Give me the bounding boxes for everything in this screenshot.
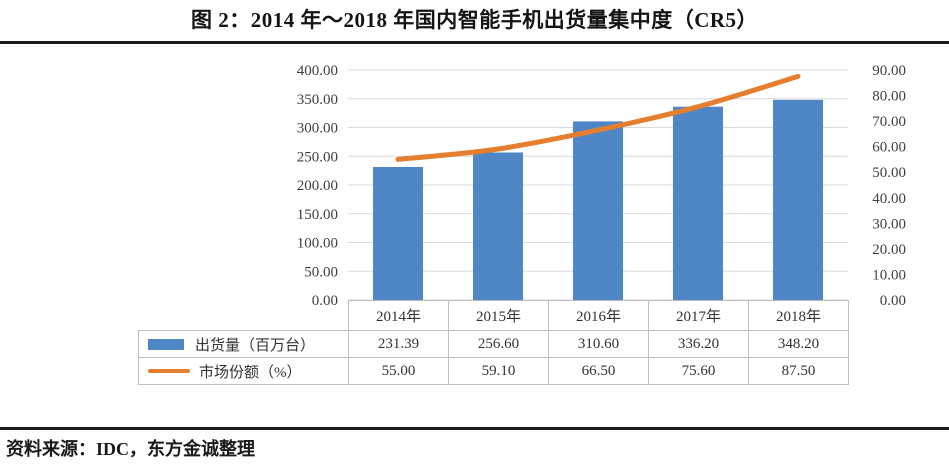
right-axis-tick-label: 70.00: [872, 114, 906, 130]
data-table-body: 2014年 2015年 2016年 2017年 2018年 出货量（百万台） 231.39 2…: [138, 300, 849, 385]
table-row: 出货量（百万台） 231.39 256.60 310.60 336.20 348.20: [138, 330, 849, 358]
year-header-cell: 2017年: [648, 300, 749, 331]
legend-label: 出货量（百万台）: [195, 337, 316, 354]
left-axis-tick-label: 250.00: [297, 149, 338, 165]
source-note: 资料来源：IDC，东方金诚整理: [6, 439, 256, 459]
market-share-line: [395, 73, 801, 162]
value-cell: 256.60: [448, 330, 549, 358]
chart-plot-area: 400.00 350.00 300.00 250.00 200.00 150.00 100.…: [297, 63, 906, 309]
legend-cell: 市场份额（%）: [138, 357, 349, 385]
legend-cell: 出货量（百万台）: [138, 330, 349, 358]
bar-2018年: [773, 99, 823, 300]
value-cell: 310.60: [548, 330, 649, 358]
value-cell: 59.10: [448, 357, 549, 385]
year-header-cell: 2015年: [448, 300, 549, 331]
legend-label: 市场份额（%）: [199, 364, 302, 381]
value-cell: 66.50: [548, 357, 649, 385]
left-axis-tick-label: 300.00: [297, 121, 338, 137]
bar-2014年: [373, 167, 423, 300]
left-axis-tick-label: 50.00: [304, 264, 338, 280]
data-table: 2014年 2015年 2016年 2017年 2018年 出货量（百万台） 231.39 2…: [138, 300, 849, 385]
year-header-cell: 2014年: [348, 300, 449, 331]
value-cell: 75.60: [648, 357, 749, 385]
left-axis-tick-label: 100.00: [297, 236, 338, 252]
table-row: 市场份额（%） 55.00 59.10 66.50 75.60 87.50: [138, 357, 849, 385]
right-axis-tick-label: 40.00: [872, 191, 906, 207]
right-axis-tick-label: 20.00: [872, 242, 906, 258]
chart-title: 图 2：2014 年～2018 年国内智能手机出货量集中度（CR5）: [190, 8, 759, 32]
value-cell: 231.39: [348, 330, 449, 358]
value-cell: 55.00: [348, 357, 449, 385]
source-divider-rule: [0, 427, 949, 430]
left-axis-tick-label: 350.00: [297, 92, 338, 108]
year-header-cell: 2016年: [548, 300, 649, 331]
value-cell: 348.20: [748, 330, 849, 358]
line-legend-swatch-icon: [148, 369, 190, 373]
right-axis-tick-label: 90.00: [872, 63, 906, 79]
bar-2017年: [673, 106, 723, 300]
right-axis-tick-label: 0.00: [880, 293, 906, 309]
value-cell: 336.20: [648, 330, 749, 358]
table-corner-cell: [139, 301, 349, 331]
left-axis-tick-label: 150.00: [297, 207, 338, 223]
year-header-cell: 2018年: [748, 300, 849, 331]
value-cell: 87.50: [748, 357, 849, 385]
right-axis-tick-label: 10.00: [872, 267, 906, 283]
bar-2015年: [473, 152, 523, 300]
right-axis-tick-label: 60.00: [872, 140, 906, 156]
bar-legend-swatch-icon: [148, 338, 184, 350]
left-axis-tick-label: 0.00: [312, 293, 338, 309]
left-axis-tick-label: 200.00: [297, 178, 338, 194]
year-header-row: 2014年 2015年 2016年 2017年 2018年: [139, 300, 849, 331]
left-axis-tick-label: 400.00: [297, 63, 338, 79]
right-axis-tick-label: 80.00: [872, 89, 906, 105]
right-axis-tick-label: 50.00: [872, 165, 906, 181]
right-axis-tick-label: 30.00: [872, 216, 906, 232]
bar-2016年: [573, 121, 623, 301]
title-divider-rule: [0, 41, 949, 44]
